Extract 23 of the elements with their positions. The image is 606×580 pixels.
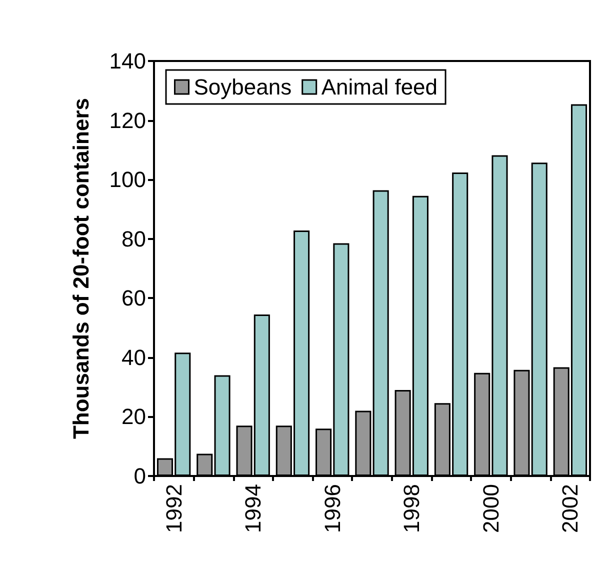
y-tick-label: 100 — [109, 167, 146, 192]
legend-label: Animal feed — [321, 74, 438, 100]
y-tick-label: 20 — [122, 404, 146, 430]
bar — [531, 162, 548, 476]
y-tick-label: 120 — [109, 108, 146, 133]
y-tick-label: 0 — [134, 464, 146, 488]
y-tick-label: 40 — [122, 344, 146, 370]
y-tick-label: 60 — [122, 286, 146, 311]
x-tick-label: 2000 — [478, 484, 504, 533]
bar — [372, 190, 389, 476]
bar — [196, 454, 213, 476]
x-tick-label: 1996 — [320, 484, 345, 533]
x-tick-label: 1994 — [240, 484, 266, 533]
y-tick-label: 140 — [109, 48, 146, 74]
y-tick-label: 80 — [122, 226, 146, 252]
bar — [514, 370, 530, 476]
bar — [214, 375, 230, 476]
x-tick-label: 1998 — [399, 484, 424, 533]
legend-label: Soybeans — [194, 74, 292, 100]
x-tick-label: 2002 — [558, 484, 583, 533]
y-axis-title: Thousands of 20-foot containers — [68, 98, 94, 440]
bar — [355, 410, 372, 476]
x-tick-label: 1992 — [161, 484, 186, 533]
